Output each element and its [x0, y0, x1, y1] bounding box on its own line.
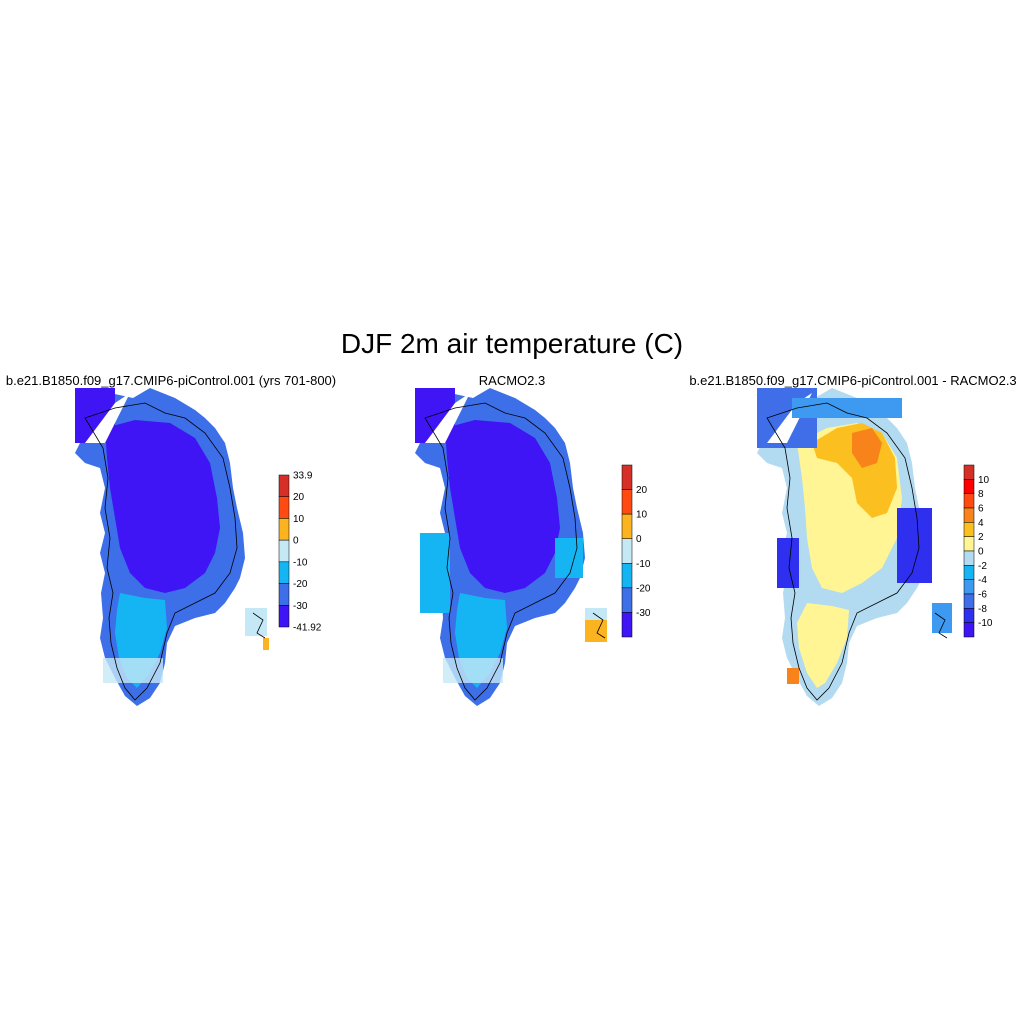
figure-title: DJF 2m air temperature (C) [340, 328, 684, 359]
colorbar-label: -30 [293, 601, 308, 612]
colorbar-box [278, 605, 290, 628]
colorbar-box [963, 550, 975, 566]
colorbar-box [621, 489, 633, 515]
colorbar-box [963, 464, 975, 480]
colorbar-box [278, 474, 290, 497]
colorbar-box [278, 561, 290, 584]
colorbar-box [621, 538, 633, 564]
colorbar-box [963, 622, 975, 638]
colorbar-label: 10 [978, 475, 990, 486]
panel-title-racmo: RACMO2.3 [478, 373, 546, 388]
panel-title-model: b.e21.B1850.f09_g17.CMIP6-piControl.001 … [5, 373, 337, 388]
colorbar-label: 8 [978, 489, 984, 500]
colorbar-box [621, 464, 633, 490]
colorbar-box [963, 608, 975, 623]
colorbar-box [963, 507, 975, 523]
colorbar-label: -4 [978, 575, 987, 586]
colorbar-label: -20 [636, 583, 651, 594]
colorbar-label: -20 [293, 579, 308, 590]
colorbar-box [278, 518, 290, 541]
colorbar-label: -10 [978, 618, 993, 629]
colorbar-label: -30 [636, 608, 651, 619]
colorbar-box [621, 587, 633, 613]
colorbar-label: 33.9 [293, 471, 313, 482]
colorbar-label: -8 [978, 604, 987, 615]
colorbar-box [621, 563, 633, 589]
colorbar-box [963, 479, 975, 494]
colorbar-box [278, 583, 290, 606]
colorbar-label: 10 [293, 514, 305, 525]
panel-title-difference: b.e21.B1850.f09_g17.CMIP6-piControl.001 … [689, 373, 1017, 388]
colorbar-label: 0 [636, 534, 642, 545]
colorbar-box [963, 536, 975, 552]
colorbar-label: -6 [978, 590, 987, 601]
colorbar-difference: 10 8 6 4 2 0 -2 -4 -6 -8 -10 [963, 464, 993, 638]
colorbar-label: -10 [636, 559, 651, 570]
map-panel-model [75, 388, 269, 706]
map-panel-racmo [415, 388, 607, 706]
colorbar-label: -41.92 [293, 623, 322, 634]
colorbar-box [621, 612, 633, 638]
colorbar-label: 20 [293, 492, 305, 503]
colorbar-box [621, 513, 633, 539]
colorbar-box [963, 593, 975, 609]
colorbar-box [278, 539, 290, 563]
colorbar-box [963, 565, 975, 580]
colorbar-label: 0 [293, 536, 299, 547]
colorbar-label: 20 [636, 485, 648, 496]
colorbar-label: -10 [293, 557, 308, 568]
colorbar-racmo: 20 10 0 -10 -20 -30 [621, 464, 651, 638]
colorbar-box [963, 579, 975, 595]
colorbar-box [963, 522, 975, 537]
map-panel-difference [757, 388, 952, 706]
colorbar-label: 10 [636, 510, 648, 521]
colorbar-label: 4 [978, 518, 984, 529]
colorbar-box [963, 493, 975, 509]
colorbar-label: 2 [978, 532, 984, 543]
colorbar-label: -2 [978, 561, 987, 572]
colorbar-label: 0 [978, 547, 984, 558]
colorbar-label: 6 [978, 504, 984, 515]
colorbar-model: 33.9 20 10 0 -10 -20 -30 -41.92 [278, 471, 322, 634]
colorbar-box [278, 496, 290, 519]
